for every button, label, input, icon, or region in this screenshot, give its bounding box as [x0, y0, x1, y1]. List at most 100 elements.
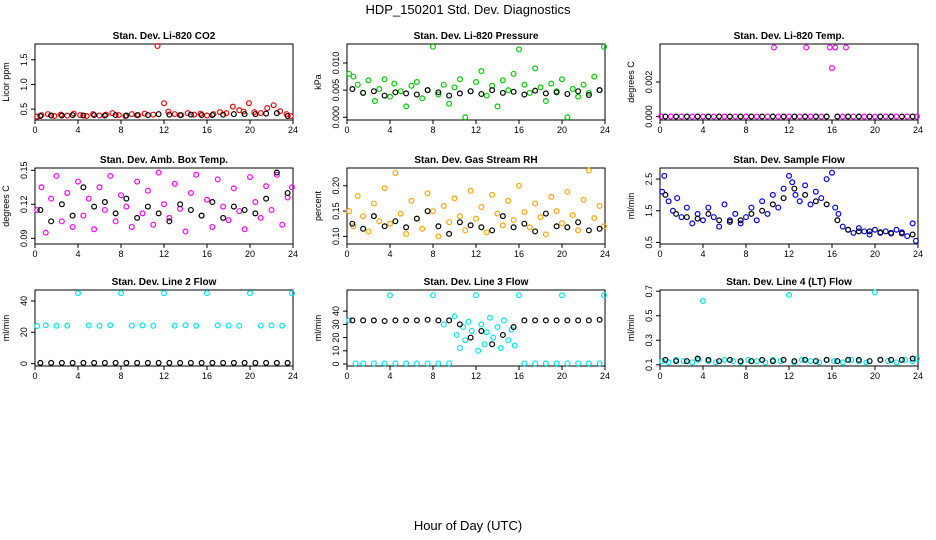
data-point — [90, 111, 97, 118]
data-point — [58, 218, 65, 225]
data-point — [478, 321, 485, 328]
x-axis-title: Hour of Day (UTC) — [413, 518, 523, 533]
data-point — [585, 167, 592, 174]
y-axis-label: Licor ppm — [1, 62, 11, 102]
data-point — [446, 230, 453, 237]
data-point — [440, 81, 447, 88]
data-point — [150, 322, 157, 329]
x-tick-label: 0 — [657, 371, 662, 381]
series-hourly — [349, 86, 603, 99]
data-point — [403, 224, 410, 231]
data-point — [689, 359, 696, 366]
data-point — [769, 201, 776, 208]
x-tick-label: 8 — [430, 125, 435, 135]
data-point — [391, 80, 398, 87]
data-point — [473, 78, 480, 85]
series-samples — [658, 44, 920, 120]
data-point — [712, 359, 719, 366]
data-point — [659, 188, 666, 195]
data-point — [699, 217, 706, 224]
data-point — [241, 359, 248, 366]
data-point — [694, 215, 701, 222]
y-axis-label: degrees C — [1, 185, 11, 227]
data-point — [91, 226, 98, 233]
data-point — [832, 44, 839, 51]
data-point — [674, 195, 681, 202]
data-point — [413, 317, 420, 324]
data-point — [284, 359, 291, 366]
series-samples — [346, 43, 607, 121]
data-point — [74, 290, 81, 297]
data-point — [683, 204, 690, 211]
data-point — [229, 103, 236, 110]
series-samples — [346, 167, 607, 240]
series-samples — [34, 290, 295, 330]
data-point — [823, 176, 830, 183]
data-point — [44, 111, 51, 118]
data-point — [558, 292, 565, 299]
data-point — [42, 322, 49, 329]
data-point — [667, 113, 674, 120]
x-tick-label: 24 — [913, 249, 923, 259]
data-point — [796, 113, 803, 120]
series-hourly — [37, 110, 291, 120]
y-tick-label: 0.000 — [331, 106, 341, 129]
data-point — [381, 360, 388, 367]
x-tick-label: 20 — [870, 125, 880, 135]
data-point — [678, 214, 685, 221]
data-point — [753, 358, 760, 365]
y-tick-label: 0.010 — [331, 52, 341, 75]
data-point — [848, 356, 855, 363]
data-point — [542, 210, 549, 217]
data-point — [430, 208, 437, 215]
data-point — [230, 185, 237, 192]
data-point — [748, 204, 755, 211]
y-axis-label: degrees C — [626, 61, 636, 103]
data-point — [284, 113, 291, 120]
x-tick-label: 24 — [913, 125, 923, 135]
data-point — [370, 360, 377, 367]
panel-title: Stan. Dev. Li-820 CO2 — [113, 31, 216, 42]
data-point — [279, 322, 286, 329]
data-point — [780, 356, 787, 363]
data-point — [117, 192, 124, 199]
y-tick-label: 40 — [19, 296, 29, 306]
data-point — [831, 358, 838, 365]
data-point — [505, 197, 512, 204]
data-point — [413, 91, 420, 98]
data-point — [705, 210, 712, 217]
data-point — [478, 204, 485, 211]
data-point — [823, 356, 830, 363]
data-point — [803, 44, 810, 51]
data-point — [699, 113, 706, 120]
data-point — [225, 217, 232, 224]
data-point — [182, 322, 189, 329]
x-tick-label: 20 — [870, 249, 880, 259]
x-tick-label: 24 — [288, 249, 298, 259]
y-tick-label: 20 — [331, 333, 341, 343]
data-point — [673, 113, 680, 120]
data-point — [807, 358, 814, 365]
data-point — [80, 359, 87, 366]
data-point — [177, 359, 184, 366]
y-tick-label: 0.3 — [644, 334, 654, 347]
data-point — [564, 90, 571, 97]
data-point — [499, 77, 506, 84]
data-point — [791, 113, 798, 120]
data-point — [835, 210, 842, 217]
data-point — [187, 111, 194, 118]
data-point — [753, 113, 760, 120]
data-point — [780, 185, 787, 192]
data-point — [726, 356, 733, 363]
data-point — [521, 91, 528, 98]
data-point — [257, 322, 264, 329]
data-point — [791, 358, 798, 365]
data-point — [478, 68, 485, 75]
data-point — [91, 112, 98, 119]
data-point — [511, 342, 518, 349]
data-point — [34, 206, 41, 213]
data-point — [155, 169, 162, 176]
data-point — [505, 87, 512, 94]
data-point — [204, 290, 211, 297]
y-tick-label: 0 — [19, 361, 29, 366]
